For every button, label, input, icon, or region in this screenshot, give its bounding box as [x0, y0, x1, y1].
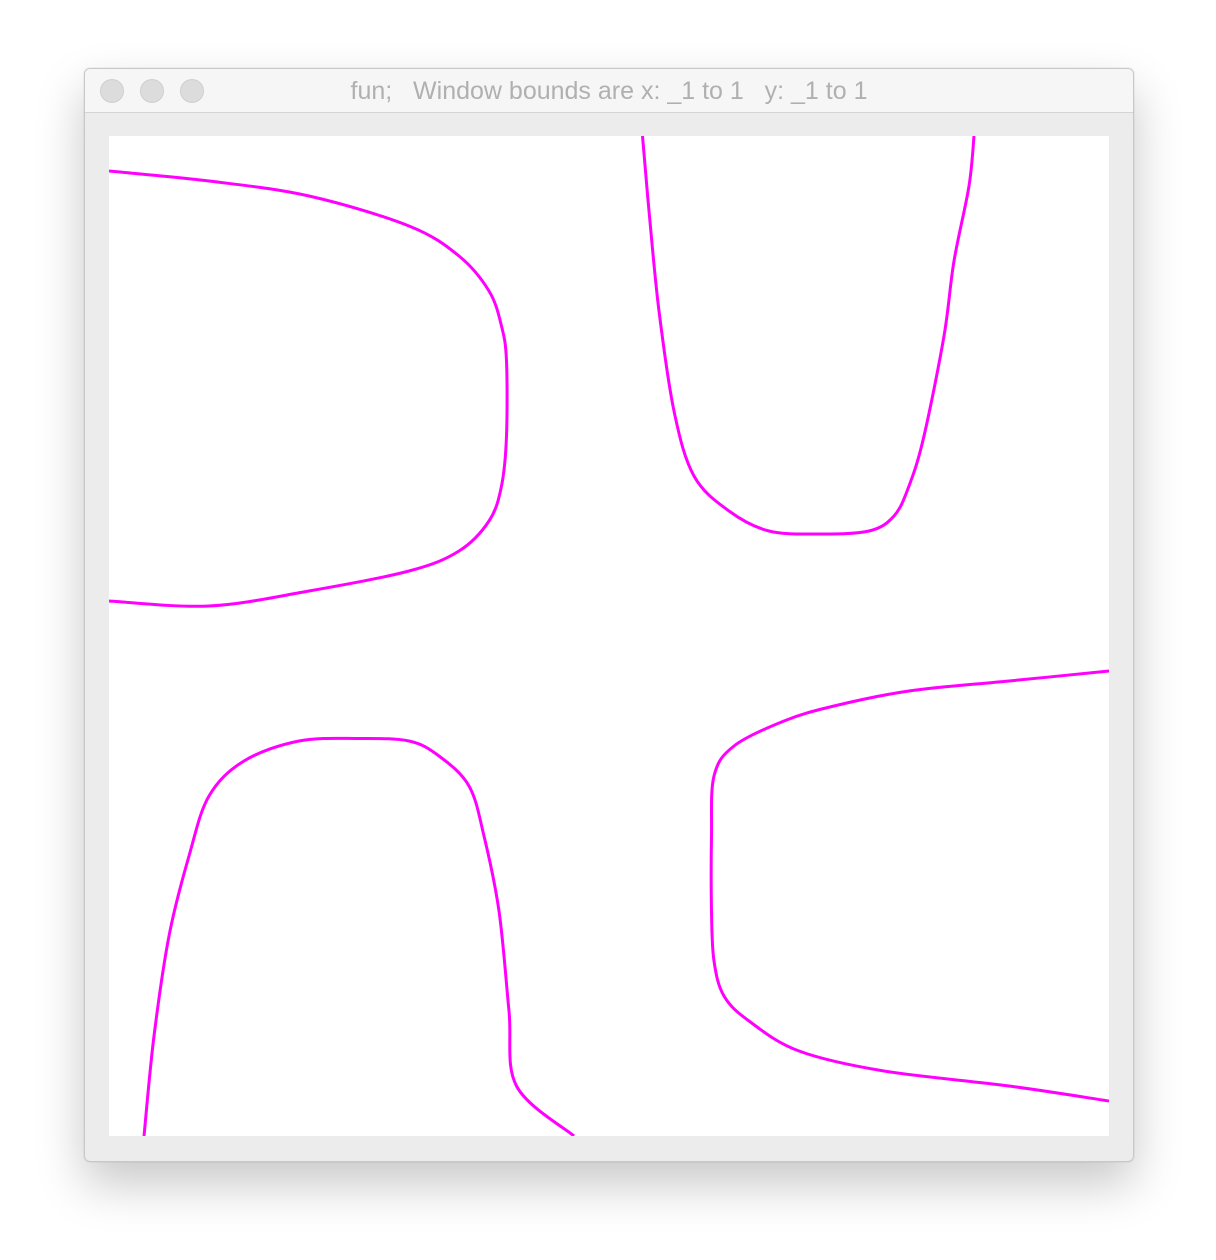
contour-right-lower-curve [709, 669, 1109, 1103]
app-window: fun; Window bounds are x: _1 to 1 y: _1 … [84, 68, 1134, 1162]
title-bar[interactable]: fun; Window bounds are x: _1 to 1 y: _1 … [85, 69, 1133, 113]
contour-plot [109, 136, 1109, 1136]
minimize-button[interactable] [140, 79, 164, 103]
contour-right-upper-curve [641, 136, 976, 536]
close-button[interactable] [100, 79, 124, 103]
zoom-button[interactable] [180, 79, 204, 103]
plot-canvas [109, 136, 1109, 1136]
contour-left-lower-curve [142, 736, 575, 1136]
window-title: fun; Window bounds are x: _1 to 1 y: _1 … [350, 77, 868, 105]
contour-left-upper-curve [109, 169, 509, 608]
